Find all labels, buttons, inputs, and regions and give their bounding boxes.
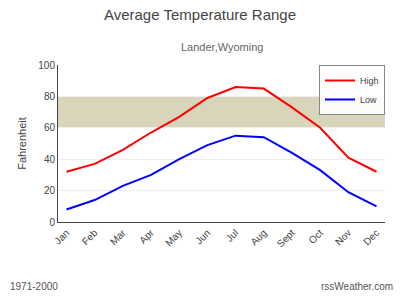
svg-text:Jul: Jul (224, 227, 241, 244)
svg-text:May: May (163, 227, 184, 248)
svg-text:Apr: Apr (137, 227, 156, 246)
svg-text:80: 80 (44, 91, 56, 102)
svg-text:20: 20 (44, 185, 56, 196)
svg-text:Low: Low (360, 95, 377, 105)
svg-text:Oct: Oct (306, 227, 325, 246)
svg-text:Nov: Nov (333, 227, 353, 247)
svg-text:Lander,Wyoming: Lander,Wyoming (181, 41, 263, 53)
svg-text:Feb: Feb (80, 227, 100, 247)
svg-text:1971-2000: 1971-2000 (10, 281, 58, 292)
svg-text:40: 40 (44, 154, 56, 165)
svg-text:Jan: Jan (52, 227, 71, 246)
svg-text:Fahrenheit: Fahrenheit (16, 117, 28, 170)
svg-text:100: 100 (38, 60, 55, 71)
svg-text:Sept: Sept (275, 227, 297, 249)
svg-text:Jun: Jun (193, 227, 212, 246)
svg-text:60: 60 (44, 122, 56, 133)
svg-text:0: 0 (49, 217, 55, 228)
svg-text:rssWeather.com: rssWeather.com (321, 281, 393, 292)
svg-text:High: High (360, 76, 379, 86)
svg-text:Dec: Dec (361, 227, 381, 247)
svg-text:Mar: Mar (108, 227, 128, 247)
svg-text:Average Temperature Range: Average Temperature Range (104, 6, 296, 23)
svg-text:Aug: Aug (248, 227, 268, 247)
